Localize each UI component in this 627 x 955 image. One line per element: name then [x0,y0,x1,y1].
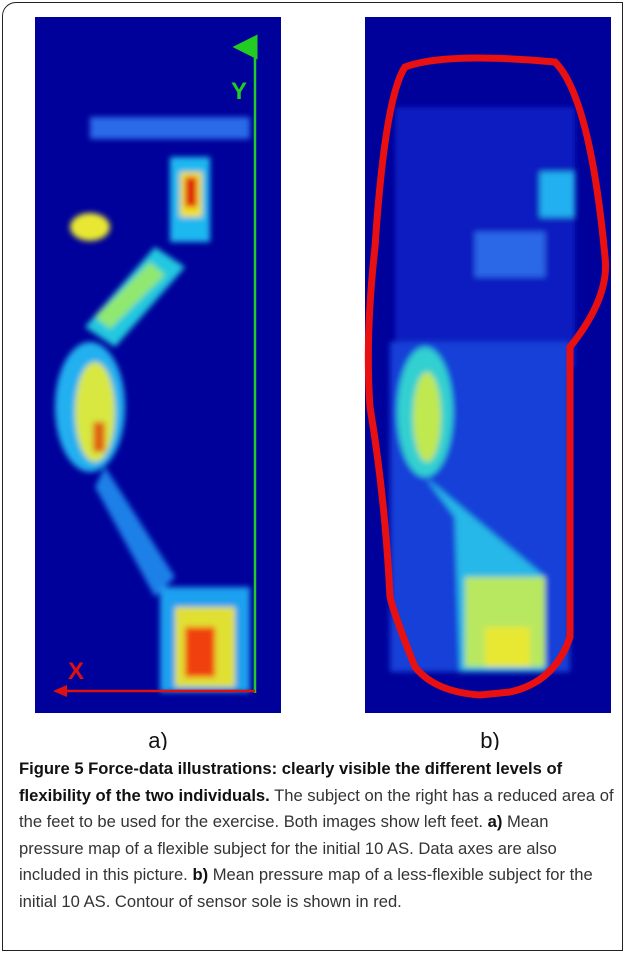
caption: Figure 5 Force-data illustrations: clear… [19,756,615,915]
y-axis-label: Y [231,78,247,105]
panel-label: a) [148,728,168,750]
caption-item-label: a) [487,812,503,831]
x-axis-label: X [68,658,84,685]
caption-item-label: b) [192,865,209,884]
panel-label: b) [480,728,500,750]
panel-b [364,17,611,713]
panel-a: Y X [35,17,281,713]
caption-title: Figure 5 Force-data illustrations: clear… [19,759,563,805]
caption-item-text: Mean pressure map of a less-flexible sub… [19,865,593,911]
figure-images: Y X a) b) [35,17,611,750]
caption-text: The subject on the right has a reduced a… [19,785,614,832]
caption-item-text: Mean pressure map of a flexible subject … [19,812,557,884]
